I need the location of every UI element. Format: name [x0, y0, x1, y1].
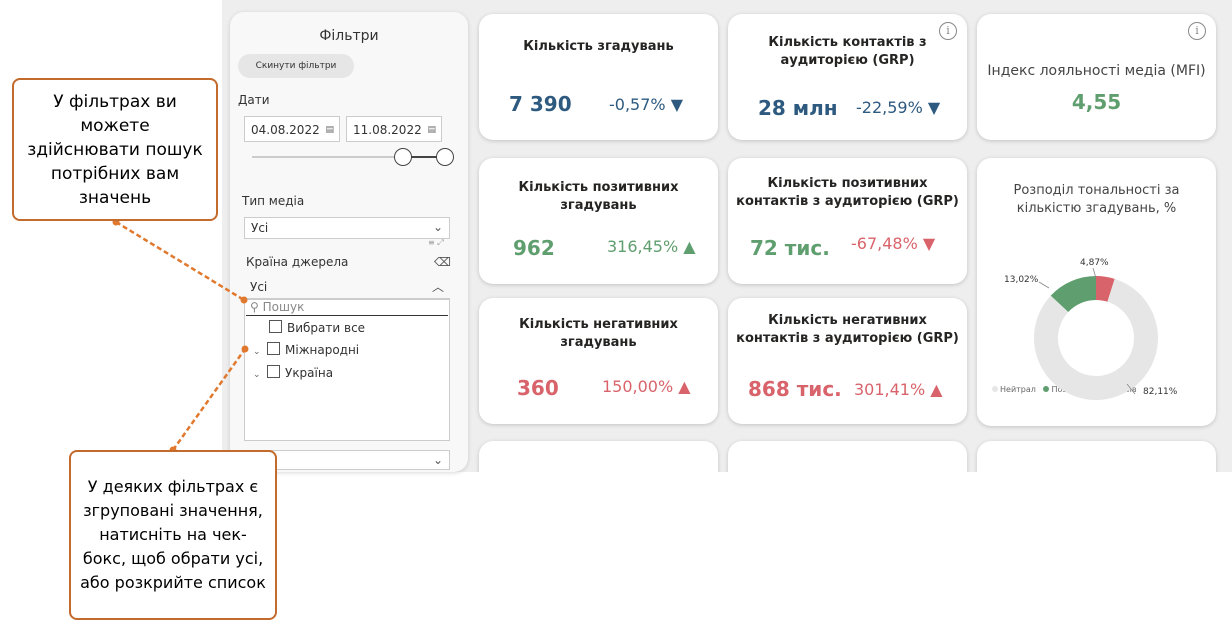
source-country-label: Країна джерела: [246, 255, 349, 269]
kpi-title: Кількість згадувань: [523, 39, 674, 54]
kpi-title: Індекс лояльності медіа (MFI): [987, 63, 1206, 79]
filter-options-icons[interactable]: ≡ ⤢: [428, 238, 444, 247]
search-icon: ⚲: [250, 300, 259, 314]
media-type-label: Тип медіа: [242, 194, 305, 208]
kpi-value: 868 тис.: [748, 377, 842, 401]
checkbox[interactable]: [269, 320, 282, 333]
list-item-international[interactable]: ⌄ Міжнародні: [253, 342, 359, 357]
chevron-down-icon: ⌄: [432, 220, 443, 234]
canvas-mask: [470, 472, 1232, 631]
kpi-card-positive-contacts: Кількість позитивних контактів з аудитор…: [728, 158, 967, 284]
info-icon[interactable]: i: [939, 22, 957, 40]
kpi-title: Кількість позитивних контактів з аудитор…: [736, 176, 959, 209]
filters-panel: Фільтри Скинути фільтри Дати 04.08.2022 …: [230, 12, 468, 472]
kpi-title: Кількість негативних згадувань: [519, 317, 678, 350]
kpi-card-mfi: i Індекс лояльності медіа (MFI) 4,55: [977, 14, 1216, 140]
triangle-down-icon: ▼: [922, 234, 936, 253]
kpi-change: -67,48% ▼: [851, 234, 935, 253]
kpi-change-value: 150,00%: [602, 377, 674, 396]
filters-title: Фільтри: [319, 28, 379, 44]
eraser-icon[interactable]: ⌫: [434, 255, 451, 269]
kpi-change: -0,57% ▼: [609, 95, 683, 114]
list-item-select-all[interactable]: Вибрати все: [269, 320, 365, 335]
callout-grouped-tip: У деяких фільтрах є згруповані значення,…: [69, 450, 277, 620]
checkbox[interactable]: [267, 342, 280, 355]
kpi-value: 4,55: [1071, 90, 1122, 114]
date-slider-end-handle[interactable]: [436, 148, 454, 166]
donut-slice-Нейтрал[interactable]: [1034, 278, 1158, 400]
donut-chart: [1034, 267, 1158, 400]
kpi-value: 28 млн: [758, 96, 838, 120]
source-country-value: Усі: [250, 280, 268, 294]
triangle-down-icon: ▼: [927, 98, 941, 117]
kpi-card-mentions: Кількість згадувань 7 390 -0,57% ▼: [479, 14, 718, 140]
donut-slice-Негатив[interactable]: [1096, 276, 1115, 302]
triangle-down-icon: ▼: [670, 95, 684, 114]
slice-leader-line: [1126, 383, 1136, 395]
list-item-label: Україна: [285, 366, 334, 380]
date-slider-range: [404, 156, 444, 158]
kpi-value: 72 тис.: [750, 236, 830, 260]
kpi-change-value: 316,45%: [607, 237, 679, 256]
slice-label-positive: 13,02%: [1004, 275, 1039, 285]
legend-label: Нейтрал: [1000, 385, 1036, 394]
kpi-change: 150,00% ▲: [602, 377, 691, 396]
date-from-input[interactable]: 04.08.2022 ▤: [244, 116, 340, 142]
chevron-up-icon: ︿: [431, 280, 444, 294]
triangle-up-icon: ▲: [683, 237, 696, 256]
kpi-card-contacts: i Кількість контактів з аудиторією (GRP)…: [728, 14, 967, 140]
kpi-change-value: -22,59%: [856, 98, 923, 117]
media-type-value: Усі: [251, 221, 269, 235]
slice-leader-line: [1092, 267, 1097, 279]
kpi-value: 962: [513, 236, 555, 260]
calendar-icon[interactable]: ▤: [325, 125, 334, 135]
date-to-value: 11.08.2022: [353, 123, 422, 137]
search-input[interactable]: Пошук: [262, 300, 305, 314]
kpi-card-positive-mentions: Кількість позитивних згадувань 962 316,4…: [479, 158, 718, 284]
legend-dot-neutral: [992, 386, 998, 392]
kpi-title: Кількість контактів з аудиторією (GRP): [768, 35, 927, 68]
chevron-down-icon: ⌄: [432, 453, 443, 467]
slice-leader-line: [1038, 281, 1050, 289]
kpi-card-negative-mentions: Кількість негативних згадувань 360 150,0…: [479, 298, 718, 424]
reset-filters-button[interactable]: Скинути фільтри: [238, 54, 354, 78]
kpi-value: 7 390: [509, 92, 572, 116]
kpi-change: -22,59% ▼: [856, 98, 940, 117]
triangle-up-icon: ▲: [930, 380, 943, 399]
search-box[interactable]: ⚲ Пошук: [250, 300, 304, 314]
date-slider-track[interactable]: [252, 156, 446, 158]
date-to-input[interactable]: 11.08.2022 ▤: [346, 116, 442, 142]
media-type-dropdown[interactable]: Усі ⌄: [244, 217, 450, 239]
info-icon[interactable]: i: [1188, 22, 1206, 40]
dates-label: Дати: [238, 93, 270, 107]
kpi-change: 316,45% ▲: [607, 237, 696, 256]
callout-search-tip: У фільтрах ви можете здійснювати пошук п…: [12, 78, 218, 221]
slice-label-neutral: 82,11%: [1143, 387, 1178, 397]
source-country-dropdown[interactable]: Усі ︿: [244, 277, 450, 299]
calendar-icon[interactable]: ▤: [427, 125, 436, 135]
legend-dot-positive: [1043, 386, 1050, 392]
slice-label-negative: 4,87%: [1080, 258, 1109, 268]
search-underline: [246, 315, 448, 316]
expand-chevron-icon[interactable]: ⌄: [253, 347, 261, 357]
expand-chevron-icon[interactable]: ⌄: [253, 370, 261, 380]
chart-title: Розподіл тональності за кількістю згадув…: [1013, 183, 1180, 216]
kpi-value: 360: [517, 376, 559, 400]
triangle-up-icon: ▲: [678, 377, 691, 396]
kpi-title: Кількість позитивних згадувань: [518, 180, 679, 213]
list-item-label: Вибрати все: [287, 321, 366, 335]
kpi-change-value: -67,48%: [851, 234, 918, 253]
date-slider-start-handle[interactable]: [394, 148, 412, 166]
list-item-ukraine[interactable]: ⌄ Україна: [253, 365, 333, 380]
kpi-change: 301,41% ▲: [854, 380, 943, 399]
kpi-change-value: 301,41%: [854, 380, 926, 399]
date-from-value: 04.08.2022: [251, 123, 320, 137]
checkbox[interactable]: [267, 365, 280, 378]
kpi-card-negative-contacts: Кількість негативних контактів з аудитор…: [728, 298, 967, 424]
donut-slice-Позитив[interactable]: [1050, 276, 1096, 313]
kpi-change-value: -0,57%: [609, 95, 666, 114]
kpi-title: Кількість негативних контактів з аудитор…: [736, 313, 959, 346]
list-item-label: Міжнародні: [285, 343, 360, 357]
sentiment-donut-card: Розподіл тональності за кількістю згадув…: [977, 158, 1216, 426]
